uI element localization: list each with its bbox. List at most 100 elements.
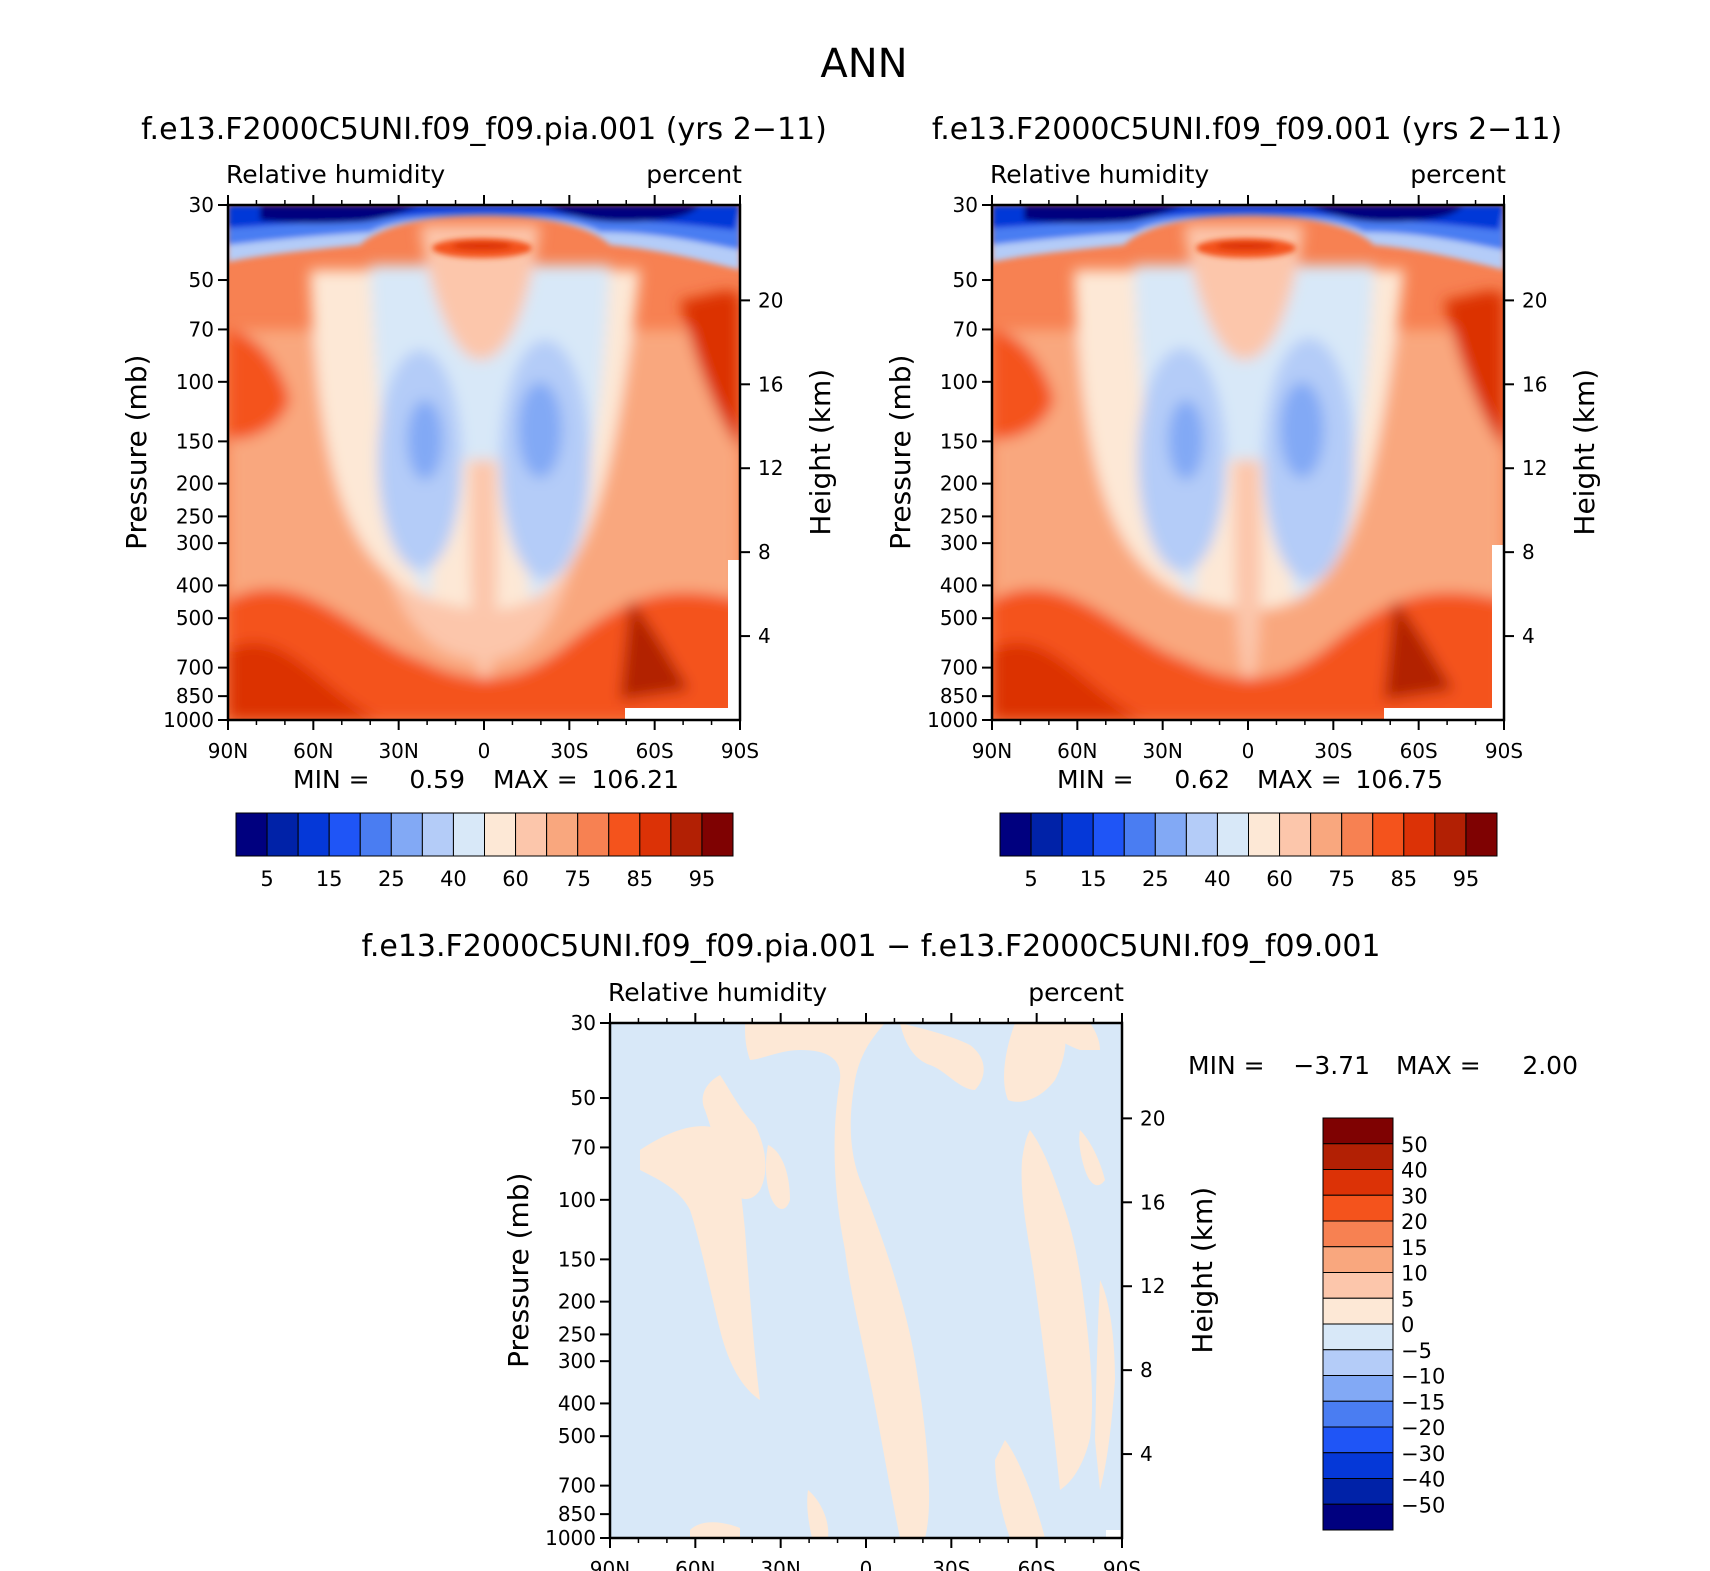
- colorbar-swatch: [1310, 812, 1343, 857]
- x-tick-label: 90N: [590, 1557, 630, 1571]
- colorbar-swatch: [452, 812, 485, 857]
- colorbar-swatch: [1322, 1220, 1394, 1248]
- colorbar-swatch: [639, 812, 672, 857]
- colorbar-swatch: [1403, 812, 1436, 857]
- colorbar-label: 40: [1204, 867, 1231, 891]
- variable-label: Relative humidity: [226, 160, 445, 189]
- y-tick-label: 700: [558, 1474, 596, 1498]
- colorbar-swatch: [577, 812, 610, 857]
- colorbar-label: 30: [1401, 1184, 1428, 1208]
- y-tick-label: 400: [558, 1391, 596, 1415]
- colorbar-swatch: [1322, 1297, 1394, 1325]
- colorbar-swatch: [1030, 812, 1063, 857]
- y-tick-label: 50: [571, 1086, 596, 1110]
- panel-title: f.e13.F2000C5UNI.f09_f09.pia.001 (yrs 2−…: [141, 112, 827, 147]
- colorbar-label: 15: [316, 867, 343, 891]
- colorbar-swatch: [421, 812, 454, 857]
- x-tick-label: 60N: [1057, 739, 1097, 763]
- y-tick-label: 300: [176, 531, 214, 555]
- colorbar-label: −30: [1401, 1442, 1445, 1466]
- y-axis-right-title: Height (km): [1186, 1187, 1219, 1354]
- y-tick-label: 500: [176, 606, 214, 630]
- y-tick-label: 200: [558, 1290, 596, 1314]
- y-tick-label: 100: [940, 370, 978, 394]
- colorbar-label: −50: [1401, 1493, 1445, 1517]
- stats-line: MIN = −3.71 MAX = 2.00: [1188, 1051, 1578, 1080]
- x-tick-label: 90S: [1103, 1557, 1141, 1571]
- colorbar-swatch: [1123, 812, 1156, 857]
- colorbar: 5 15 25 40 60 75 85 95: [999, 812, 1498, 891]
- max-value: 106.75: [1356, 765, 1443, 794]
- colorbar-label: 15: [1080, 867, 1107, 891]
- axes: 90N 60N 30N 0 30S 60S 90S 30 50 70 100 150 200 250 300…: [502, 1011, 1219, 1571]
- y-tick-label: 70: [189, 317, 214, 341]
- stats-line: MIN = 0.59 MAX = 106.21: [293, 765, 679, 794]
- colorbar-swatch: [359, 812, 392, 857]
- y-tick-label: 150: [558, 1247, 596, 1271]
- y-axis-title: Pressure (mb): [884, 355, 917, 550]
- colorbar-swatch: [328, 812, 361, 857]
- colorbar-label: 25: [1142, 867, 1169, 891]
- colorbar-label: 20: [1401, 1210, 1428, 1234]
- colorbar-swatch: [1322, 1426, 1394, 1454]
- colorbar-label: 40: [1401, 1159, 1428, 1183]
- min-value: 0.62: [1174, 765, 1230, 794]
- colorbar-swatch: [1322, 1349, 1394, 1376]
- colorbar-label: 15: [1401, 1236, 1428, 1260]
- colorbar-label: 85: [1390, 867, 1417, 891]
- units-label: percent: [1028, 978, 1124, 1007]
- colorbar-swatch: [1248, 812, 1281, 857]
- x-tick-label: 60N: [293, 739, 333, 763]
- y-tick-label: 700: [940, 656, 978, 680]
- y-tick-label: 200: [176, 472, 214, 496]
- y-tick-label: 500: [940, 606, 978, 630]
- y-tick-label: 100: [558, 1188, 596, 1212]
- y-tick-label: 700: [176, 656, 214, 680]
- colorbar-label: 75: [1328, 867, 1355, 891]
- y-tick-label: 70: [571, 1135, 596, 1159]
- colorbar-swatch: [1322, 1503, 1394, 1531]
- height-tick-label: 8: [758, 540, 771, 564]
- y-tick-label: 50: [189, 268, 214, 292]
- colorbar-label: 95: [689, 867, 716, 891]
- max-value: 106.21: [592, 765, 679, 794]
- variable-label: Relative humidity: [990, 160, 1209, 189]
- height-tick-label: 16: [1140, 1190, 1165, 1214]
- height-tick-label: 4: [1522, 624, 1535, 648]
- y-axis-title: Pressure (mb): [502, 1173, 535, 1368]
- height-tick-label: 8: [1140, 1358, 1153, 1382]
- height-tick-label: 8: [1522, 540, 1535, 564]
- stats-line: MIN = 0.62 MAX = 106.75: [1057, 765, 1443, 794]
- y-tick-label: 30: [953, 193, 978, 217]
- y-tick-label: 400: [176, 573, 214, 597]
- colorbar-label: 60: [1266, 867, 1293, 891]
- colorbar-swatch: [608, 812, 641, 857]
- max-label: MAX =: [1257, 765, 1342, 794]
- height-tick-label: 4: [758, 624, 771, 648]
- min-label: MIN =: [1188, 1051, 1265, 1080]
- height-tick-label: 20: [1522, 288, 1547, 312]
- colorbar-label: 5: [1401, 1287, 1414, 1311]
- colorbar-label: −40: [1401, 1468, 1445, 1492]
- x-tick-label: 30S: [932, 1557, 970, 1571]
- x-tick-label: 0: [1242, 739, 1255, 763]
- x-tick-label: 30N: [378, 739, 418, 763]
- colorbar-label: −10: [1401, 1365, 1445, 1389]
- contour-field: [610, 1023, 1122, 1538]
- colorbar-swatch: [235, 812, 268, 857]
- x-tick-label: 90S: [721, 739, 759, 763]
- axes: 90N 60N 30N 0 30S 60S 90S 30 50 70 100 150 200 250 300…: [884, 193, 1601, 763]
- height-tick-label: 4: [1140, 1442, 1153, 1466]
- height-tick-label: 12: [1522, 456, 1547, 480]
- colorbar-swatch: [999, 812, 1032, 857]
- y-tick-label: 1000: [545, 1526, 596, 1550]
- colorbar-label: 5: [260, 867, 273, 891]
- colorbar: 5 15 25 40 60 75 85 95: [235, 812, 734, 891]
- colorbar-swatch: [1322, 1478, 1394, 1505]
- min-label: MIN =: [1057, 765, 1134, 794]
- colorbar-label: −15: [1401, 1390, 1445, 1414]
- min-value: −3.71: [1293, 1051, 1370, 1080]
- max-value: 2.00: [1522, 1051, 1578, 1080]
- x-tick-label: 90N: [208, 739, 248, 763]
